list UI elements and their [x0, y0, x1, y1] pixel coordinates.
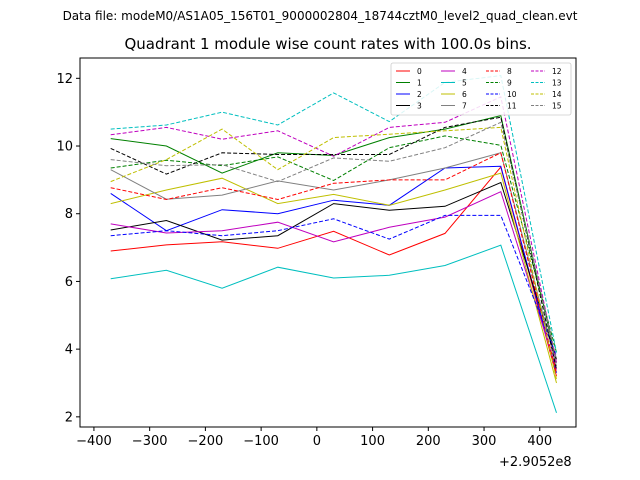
series-line-2	[110, 165, 557, 373]
x-tick-label: 0	[313, 434, 321, 449]
legend-label-13: 13	[552, 78, 562, 87]
y-tick-label: 10	[56, 140, 73, 155]
series-line-3	[110, 181, 557, 360]
plot-area	[80, 58, 576, 427]
y-tick-label: 6	[65, 275, 73, 290]
series-line-7	[110, 152, 557, 367]
x-axis: −400 −300 −200 −100 0 100 200 300 400	[76, 427, 552, 449]
x-tick-label: −400	[76, 434, 112, 449]
legend-label-2: 2	[417, 90, 422, 99]
y-tick-label: 12	[56, 72, 73, 87]
legend-label-14: 14	[552, 90, 562, 99]
y-tick-label: 4	[65, 343, 73, 358]
x-tick-label: 200	[416, 434, 441, 449]
series-line-14	[110, 126, 557, 380]
series-line-8	[110, 152, 557, 373]
series-line-5	[110, 244, 557, 413]
legend-label-5: 5	[462, 78, 467, 87]
legend-label-6: 6	[462, 90, 467, 99]
series-line-1	[110, 114, 557, 363]
legend-label-1: 1	[417, 78, 422, 87]
x-tick-label: 100	[360, 434, 385, 449]
legend-label-4: 4	[462, 67, 467, 76]
legend-label-8: 8	[507, 67, 512, 76]
x-tick-label: −200	[188, 434, 224, 449]
figure-suptitle: Data file: modeM0/AS1A05_156T01_90000028…	[63, 9, 578, 23]
series-line-6	[110, 172, 557, 384]
y-tick-label: 2	[65, 410, 73, 425]
legend-label-15: 15	[552, 101, 562, 110]
x-offset-label: +2.9052e8	[499, 455, 572, 470]
chart-title: Quadrant 1 module wise count rates with …	[124, 35, 531, 53]
legend-label-12: 12	[552, 67, 562, 76]
plot-frame	[79, 57, 577, 428]
series-line-11	[110, 116, 557, 370]
legend-label-7: 7	[462, 101, 467, 110]
x-tick-label: −300	[132, 434, 168, 449]
series-line-15	[110, 121, 557, 360]
series-line-0	[110, 165, 557, 377]
x-tick-label: 400	[527, 434, 552, 449]
legend-label-10: 10	[507, 90, 517, 99]
legend-label-3: 3	[417, 101, 422, 110]
legend-box	[390, 62, 572, 116]
y-tick-label: 8	[65, 207, 73, 222]
series-line-10	[110, 214, 557, 357]
legend-label-0: 0	[417, 67, 422, 76]
legend-label-9: 9	[507, 78, 512, 87]
y-axis: 2 4 6 8 10 12	[56, 72, 80, 425]
x-tick-label: −100	[243, 434, 279, 449]
legend-label-11: 11	[507, 101, 517, 110]
x-tick-label: 300	[472, 434, 497, 449]
series-line-9	[110, 135, 557, 353]
